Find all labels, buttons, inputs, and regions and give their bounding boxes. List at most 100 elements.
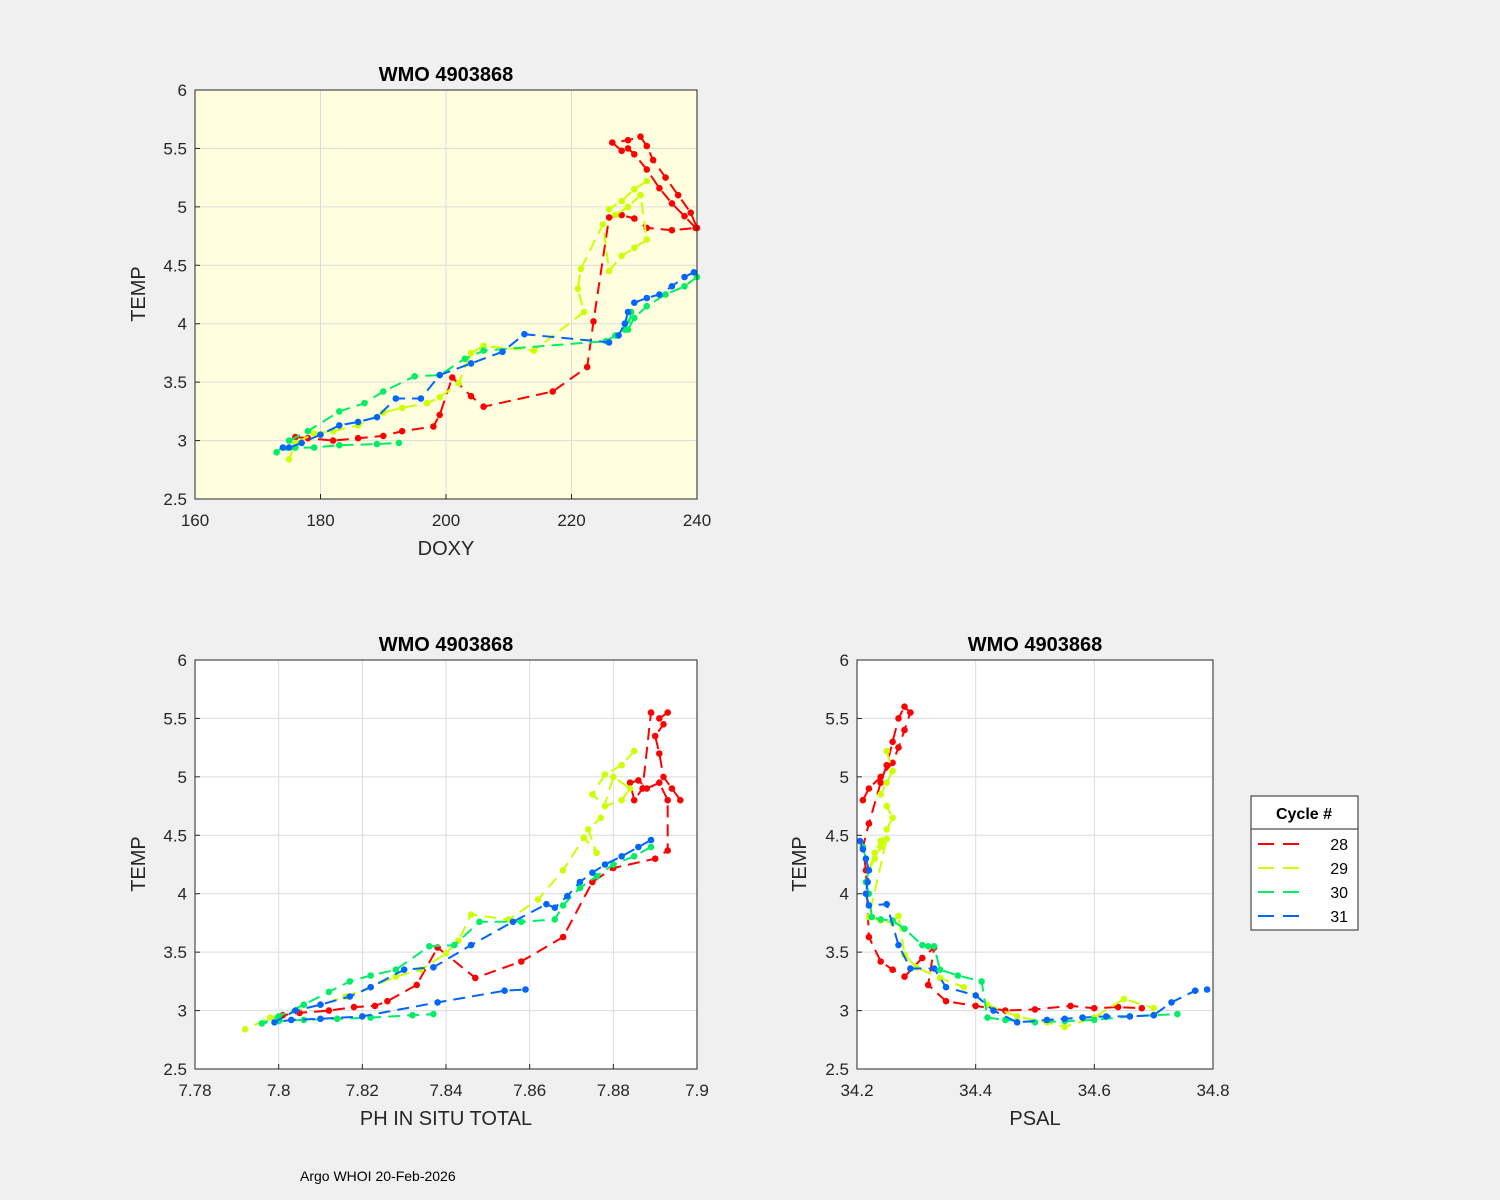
series-doxy <box>273 133 701 463</box>
xtick-label: 7.86 <box>513 1081 546 1100</box>
data-point <box>285 437 293 444</box>
legend-label-28: 28 <box>1330 837 1348 854</box>
data-point <box>871 855 879 862</box>
data-point <box>258 1020 266 1027</box>
xtick-label: 34.2 <box>840 1081 873 1100</box>
data-point <box>605 214 613 221</box>
data-point <box>635 843 642 851</box>
data-point <box>664 847 671 854</box>
series-ph <box>241 709 684 1033</box>
data-point <box>1114 1003 1122 1011</box>
data-point <box>883 900 890 908</box>
ytick-label: 6 <box>178 651 187 670</box>
title-ph: WMO 4903868 <box>379 634 514 656</box>
data-point <box>384 997 391 1005</box>
data-point <box>400 966 408 973</box>
data-point <box>618 761 625 769</box>
data-point <box>889 767 896 775</box>
data-point <box>436 394 444 401</box>
data-point <box>662 291 669 298</box>
ticks-psal: 34.2 34.4 34.6 34.8 2.5 3 3.5 4 4.5 5 5.5 6 <box>825 651 1229 1100</box>
data-point <box>467 941 475 949</box>
xtick-label: 240 <box>683 511 711 530</box>
data-point <box>354 434 362 442</box>
data-point <box>643 177 651 185</box>
data-point <box>584 826 592 833</box>
data-point <box>317 431 324 439</box>
data-point <box>624 203 632 211</box>
data-point <box>883 802 890 810</box>
ytick-label: 5 <box>178 198 187 217</box>
data-point <box>942 997 950 1005</box>
data-point <box>889 814 896 822</box>
data-point <box>501 987 508 994</box>
data-point <box>434 999 441 1006</box>
data-point <box>317 1001 324 1008</box>
axes-doxy: 160 180 200 220 240 2.5 3 3.5 4 4.5 5 5.5 6 WMO 4903… <box>128 64 711 560</box>
data-point <box>618 252 625 260</box>
data-point <box>889 966 896 973</box>
xtick-label: 7.9 <box>685 1081 709 1100</box>
legend-label-31: 31 <box>1330 909 1348 926</box>
data-point <box>1091 1016 1098 1024</box>
data-point <box>635 777 642 784</box>
data-point <box>521 330 528 338</box>
plot-area-psal <box>857 660 1213 1069</box>
data-point <box>522 986 529 993</box>
data-point <box>681 283 688 290</box>
data-point <box>856 837 864 845</box>
data-point <box>430 423 437 430</box>
data-point <box>1150 1011 1157 1019</box>
data-point <box>615 332 622 339</box>
data-point <box>534 896 542 903</box>
ytick-label: 4 <box>840 885 849 904</box>
data-point <box>960 983 968 991</box>
data-point <box>346 993 354 1000</box>
data-point <box>978 978 985 985</box>
data-point <box>631 299 638 307</box>
data-point <box>972 992 979 999</box>
data-point <box>877 791 884 798</box>
data-point <box>336 408 343 415</box>
data-point <box>461 355 469 363</box>
data-point <box>647 843 655 851</box>
data-point <box>292 1007 299 1014</box>
data-point <box>610 773 617 781</box>
data-point <box>380 409 387 416</box>
data-point <box>895 715 902 722</box>
data-point <box>631 186 638 193</box>
data-point <box>530 347 538 354</box>
data-point <box>859 796 867 804</box>
data-point <box>942 983 950 991</box>
data-point <box>624 308 632 316</box>
data-point <box>601 861 609 868</box>
data-point <box>954 972 962 979</box>
data-point <box>317 1015 324 1023</box>
data-point <box>889 759 896 767</box>
data-point <box>618 197 625 205</box>
data-point <box>574 285 582 293</box>
data-point <box>924 943 932 950</box>
data-point <box>367 972 375 979</box>
data-point <box>631 314 638 322</box>
xtick-label: 7.88 <box>597 1081 630 1100</box>
data-point <box>656 750 663 757</box>
data-point <box>449 374 456 381</box>
data-point <box>1031 1019 1039 1026</box>
data-point <box>455 380 462 387</box>
ytick-label: 5 <box>840 768 849 787</box>
xlabel-psal: PSAL <box>1009 1108 1060 1130</box>
data-point <box>631 151 638 158</box>
data-point <box>618 853 625 860</box>
data-point <box>643 294 651 302</box>
data-point <box>367 983 375 991</box>
data-point <box>877 837 884 845</box>
data-point <box>865 820 873 827</box>
ylabel-doxy: TEMP <box>128 266 150 322</box>
data-point <box>930 943 938 950</box>
data-point <box>285 444 293 451</box>
legend-label-29: 29 <box>1330 861 1348 878</box>
data-point <box>336 422 343 429</box>
data-point <box>643 142 651 150</box>
